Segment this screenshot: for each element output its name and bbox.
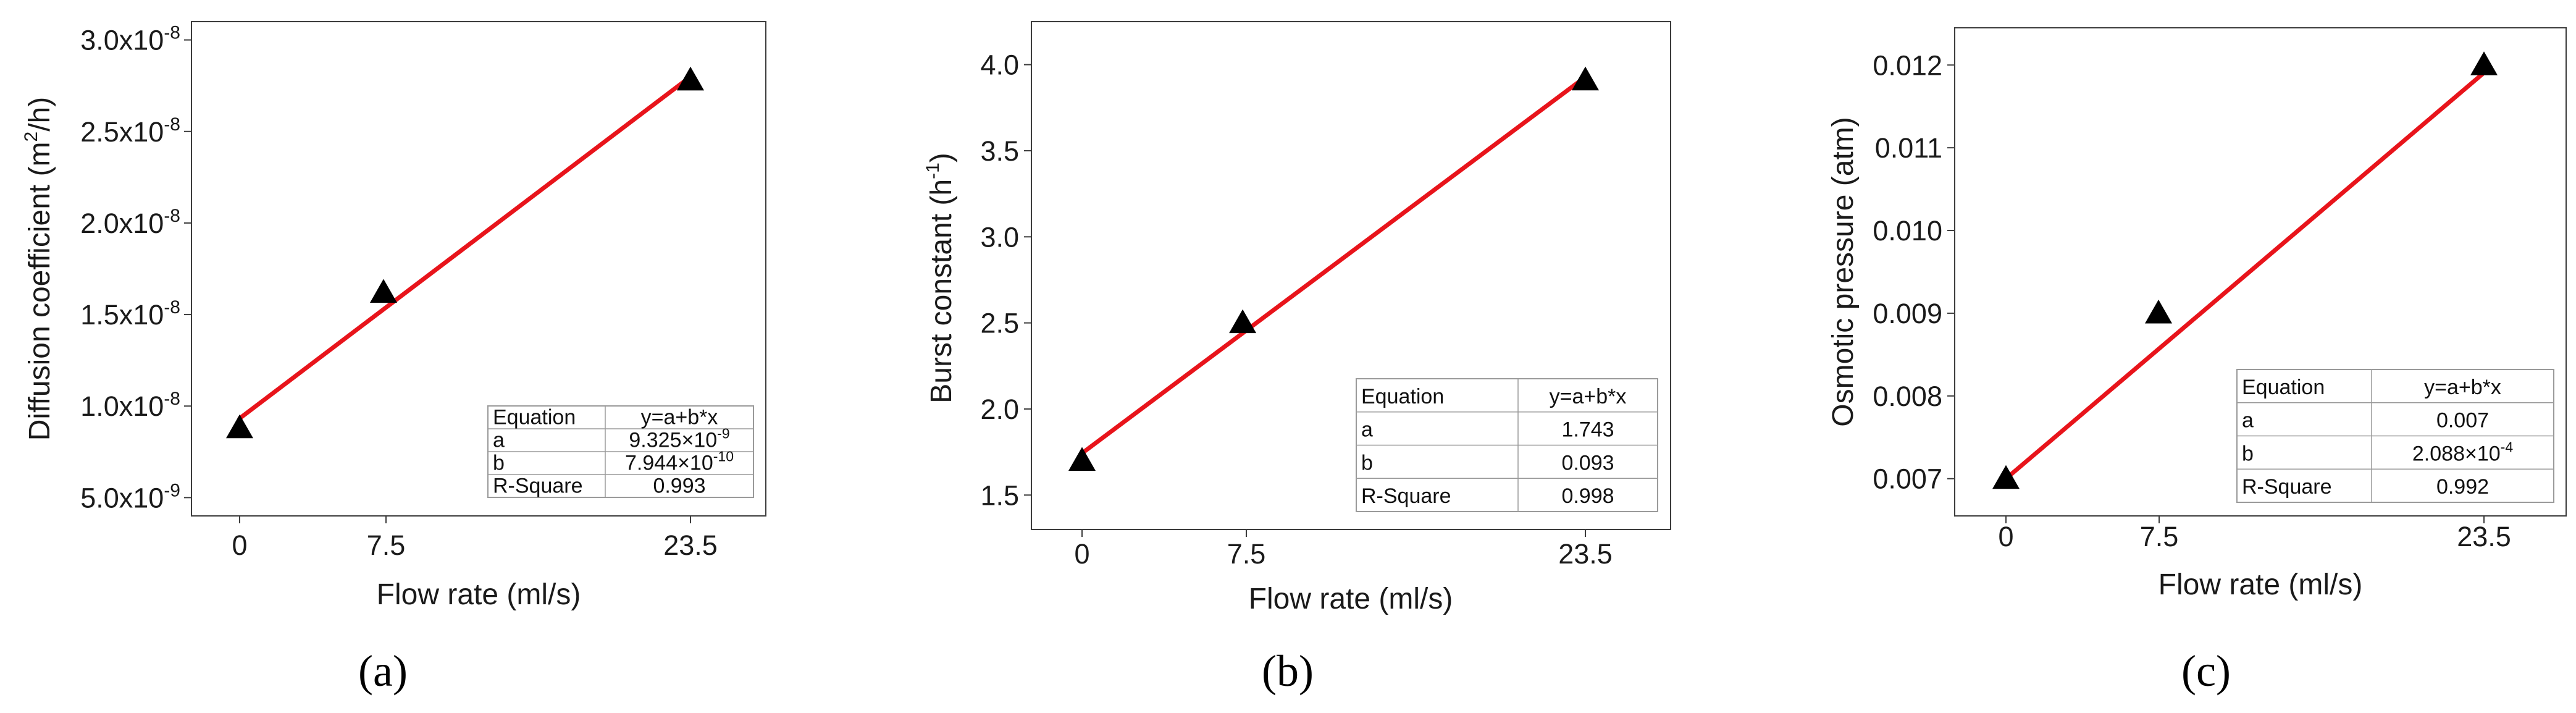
table-cell: 0.007 [2436,409,2489,432]
y-tick-label: 0.012 [1873,49,1942,81]
table-cell: 0.992 [2436,475,2489,499]
data-point [369,279,397,303]
fit-line [1080,75,1588,456]
x-tick-label: 7.5 [1227,538,1266,570]
x-tick-label: 0 [1998,521,2013,552]
y-tick-label: 1.5 [980,479,1019,511]
y-axis-title-a: Diffusion coefficient (m2/h) [21,97,56,441]
x-axis-title-c: Flow rate (ml/s) [2159,568,2363,601]
x-tick-label: 7.5 [2140,521,2179,552]
y-tick-label: 2.5x10-8 [80,114,180,148]
fit-table-b: Equation y=a+b*x a 1.743 b 0.093 R-Squar… [1361,385,1626,508]
y-tick-label: 2.0x10-8 [80,206,180,239]
y-tick-label: 0.009 [1873,298,1942,329]
y-tick-labels-b: 1.5 2.0 2.5 3.0 3.5 4.0 [980,49,1019,512]
data-point [1229,309,1257,334]
table-cell: b [1361,451,1373,475]
data-point [226,414,253,439]
table-cell: b [493,451,505,475]
table-cell: a [493,428,505,452]
fit-line [237,74,693,421]
table-cell: R-Square [493,474,583,497]
x-tick-label: 23.5 [663,529,718,561]
y-tick-label: 2.0 [980,394,1019,425]
x-tick-label: 7.5 [367,529,406,561]
table-cell: y=a+b*x [1550,385,1627,408]
y-tick-labels-c: 0.007 0.008 0.009 0.010 0.011 0.012 [1873,49,1942,494]
panel-label-b: (b) [1262,646,1314,696]
y-tick-label: 3.0x10-8 [80,23,180,56]
data-point [1992,465,2020,489]
table-cell: a [1361,418,1373,442]
chart-panel-c: 0.007 0.008 0.009 0.010 0.011 0.012 0 7.… [1827,27,2567,696]
y-tick-label: 3.5 [980,135,1019,167]
y-tick-label: 1.0x10-8 [80,389,180,422]
y-tick-label: 0.010 [1873,215,1942,247]
x-tick-labels-b: 0 7.5 23.5 [1074,538,1612,570]
data-point [677,66,704,91]
table-cell: y=a+b*x [2424,376,2501,399]
y-axis-title-c: Osmotic pressure (atm) [1827,117,1860,426]
y-tick-label: 4.0 [980,49,1019,81]
table-cell: 0.998 [1561,484,1614,508]
data-point [2145,299,2173,324]
table-cell: y=a+b*x [641,405,718,429]
y-tick-label: 0.011 [1875,132,1942,164]
table-cell: b [2242,442,2254,465]
chart-panel-b: 1.5 2.0 2.5 3.0 3.5 4.0 0 7.5 23.5 Flow … [923,21,1671,696]
table-cell: a [2242,409,2254,432]
plot-frame-b [1031,21,1671,530]
table-cell: Equation [2242,376,2325,399]
table-cell: 0.993 [653,474,705,497]
panel-label-a: (a) [358,646,408,696]
table-cell: Equation [493,405,576,429]
table-cell: 9.325×10-9 [629,425,729,452]
data-point [1572,66,1599,91]
data-point [1068,447,1096,471]
table-cell: 0.093 [1561,451,1614,475]
plot-frame-a [191,21,766,517]
y-axis-title-b: Burst constant (h-1) [923,153,958,403]
x-tick-label: 23.5 [1558,538,1613,570]
x-tick-label: 0 [232,529,247,561]
y-tick-label: 0.008 [1873,381,1942,412]
chart-panel-a: 5.0x10-9 1.0x10-8 1.5x10-8 2.0x10-8 2.5x… [21,21,766,696]
y-tick-label: 2.5 [980,308,1019,339]
data-point [2470,51,2498,75]
x-tick-label: 23.5 [2457,521,2511,552]
table-cell: 2.088×10-4 [2412,439,2513,465]
table-cell: R-Square [2242,475,2332,499]
x-axis-title-a: Flow rate (ml/s) [377,578,581,611]
plot-frame-c [1954,27,2567,517]
table-cell: Equation [1361,385,1444,408]
fit-table-a: Equation y=a+b*x a 9.325×10-9 b 7.944×10… [493,405,734,497]
y-tick-labels-a: 5.0x10-9 1.0x10-8 1.5x10-8 2.0x10-8 2.5x… [80,23,180,514]
x-axis-title-b: Flow rate (ml/s) [1249,583,1453,615]
y-tick-label: 3.0 [980,221,1019,253]
x-tick-labels-c: 0 7.5 23.5 [1998,521,2511,552]
x-tick-labels-a: 0 7.5 23.5 [232,529,717,561]
panel-label-c: (c) [2181,646,2231,696]
x-tick-label: 0 [1074,538,1089,570]
y-tick-label: 5.0x10-9 [80,480,180,513]
fit-table-c: Equation y=a+b*x a 0.007 b 2.088×10-4 R-… [2242,376,2513,499]
table-cell: R-Square [1361,484,1451,508]
table-cell: 7.944×10-10 [625,448,734,475]
fit-line [2003,70,2486,481]
y-tick-label: 1.5x10-8 [80,297,180,331]
y-tick-label: 0.007 [1873,463,1942,495]
table-cell: 1.743 [1561,418,1614,442]
